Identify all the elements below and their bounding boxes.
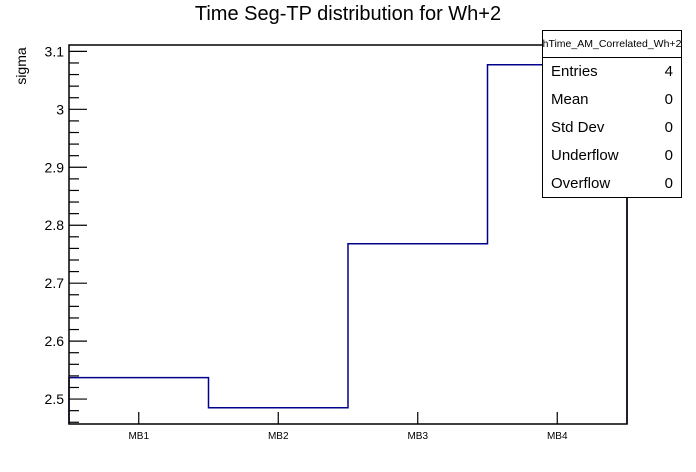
x-tick-label: MB2 — [268, 431, 289, 442]
stats-row-label: Std Dev — [551, 118, 605, 136]
stats-row-label: Entries — [551, 63, 598, 81]
stats-row: Entries 4 — [543, 58, 681, 86]
plot-frame — [68, 44, 628, 425]
stats-box: hTime_AM_Correlated_Wh+2 Entries 4 Mean 0 St… — [542, 30, 682, 198]
stats-row-value: 0 — [664, 146, 673, 164]
stats-row-value: 0 — [664, 118, 673, 136]
y-tick-label: 2.9 — [45, 159, 65, 175]
y-tick-label: 2.7 — [45, 275, 65, 291]
y-tick-label: 3.1 — [45, 43, 65, 59]
stats-row-label: Mean — [551, 91, 589, 109]
y-tick-label: 3 — [56, 101, 64, 117]
x-tick-label: MB1 — [128, 431, 149, 442]
stats-row-value: 0 — [664, 174, 673, 192]
x-tick-label: MB4 — [547, 431, 568, 442]
stats-row-label: Underflow — [551, 146, 619, 164]
stats-row: Overflow 0 — [543, 169, 681, 197]
x-tick-label: MB3 — [407, 431, 428, 442]
stats-row-value: 4 — [664, 63, 673, 81]
stats-row-value: 0 — [664, 91, 673, 109]
stats-rows: Entries 4 Mean 0 Std Dev 0 Underflow 0 Overflow 0 — [543, 58, 681, 197]
stats-row-label: Overflow — [551, 174, 611, 192]
y-tick-label: 2.5 — [45, 391, 65, 407]
chart-title: Time Seg-TP distribution for Wh+2 — [194, 3, 502, 25]
stats-box-title: hTime_AM_Correlated_Wh+2 — [543, 31, 681, 58]
y-tick-label: 2.6 — [45, 333, 65, 349]
y-tick-label: 2.8 — [45, 217, 65, 233]
stats-row: Mean 0 — [543, 86, 681, 114]
stats-row: Std Dev 0 — [543, 114, 681, 142]
stats-row: Underflow 0 — [543, 141, 681, 169]
